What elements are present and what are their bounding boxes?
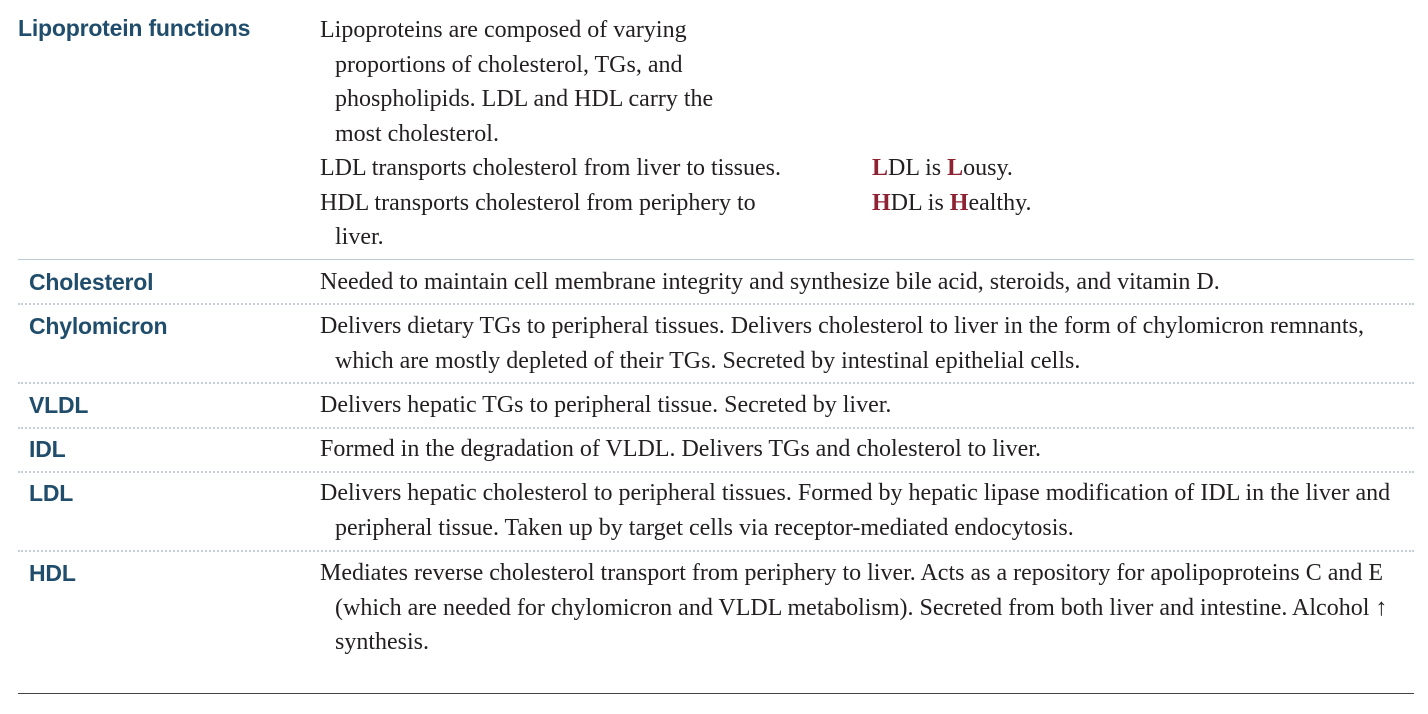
intro-text: Lipoproteins are composed of varying pro…	[320, 13, 781, 255]
mnemonic-text: ousy.	[963, 155, 1013, 181]
mnemonic-hdl: HDL is Healthy.	[872, 186, 1032, 221]
description-hdl: Mediates reverse cholesterol transport f…	[320, 560, 1388, 655]
intro-line: Lipoproteins are composed of varying	[320, 17, 687, 43]
intro-line: phospholipids. LDL and HDL carry the	[335, 86, 714, 112]
section-title: Lipoprotein functions	[18, 15, 251, 41]
description-vldl: Delivers hepatic TGs to peripheral tissu…	[320, 392, 892, 418]
term-chylomicron: Chylomicron	[29, 313, 168, 339]
term-cholesterol: Cholesterol	[29, 269, 154, 295]
mnemonic-text: ealthy.	[968, 190, 1032, 216]
term-idl: IDL	[29, 436, 66, 462]
description-chylomicron: Delivers dietary TGs to peripheral tissu…	[320, 313, 1364, 374]
row-divider	[18, 382, 1414, 384]
row-divider	[18, 550, 1414, 552]
mnemonic-letter: L	[872, 155, 889, 181]
description-ldl: Delivers hepatic cholesterol to peripher…	[320, 480, 1391, 541]
mnemonic-letter: H	[949, 190, 969, 216]
mnemonic-letter: H	[872, 190, 891, 216]
section-divider	[18, 259, 1414, 260]
mnemonic-ldl: LDL is Lousy.	[872, 151, 1013, 186]
table-bottom-rule	[18, 693, 1414, 694]
intro-line: HDL transports cholesterol from peripher…	[320, 189, 756, 216]
row-divider	[18, 427, 1414, 429]
intro-line: proportions of cholesterol, TGs, and	[335, 51, 683, 78]
term-hdl: HDL	[29, 560, 76, 586]
description-idl: Formed in the degradation of VLDL. Deliv…	[320, 436, 1041, 462]
intro-line: most cholesterol.	[335, 120, 499, 147]
intro-line: LDL transports cholesterol from liver to…	[320, 155, 782, 181]
mnemonic-letter: L	[947, 155, 964, 181]
term-ldl: LDL	[29, 480, 74, 506]
row-divider	[18, 471, 1414, 473]
description-cholesterol: Needed to maintain cell membrane integri…	[320, 269, 1220, 295]
mnemonic-text: DL is	[888, 155, 948, 181]
term-vldl: VLDL	[29, 392, 89, 418]
intro-line: liver.	[335, 224, 384, 250]
mnemonic-text: DL is	[890, 190, 950, 216]
row-divider	[18, 303, 1414, 305]
